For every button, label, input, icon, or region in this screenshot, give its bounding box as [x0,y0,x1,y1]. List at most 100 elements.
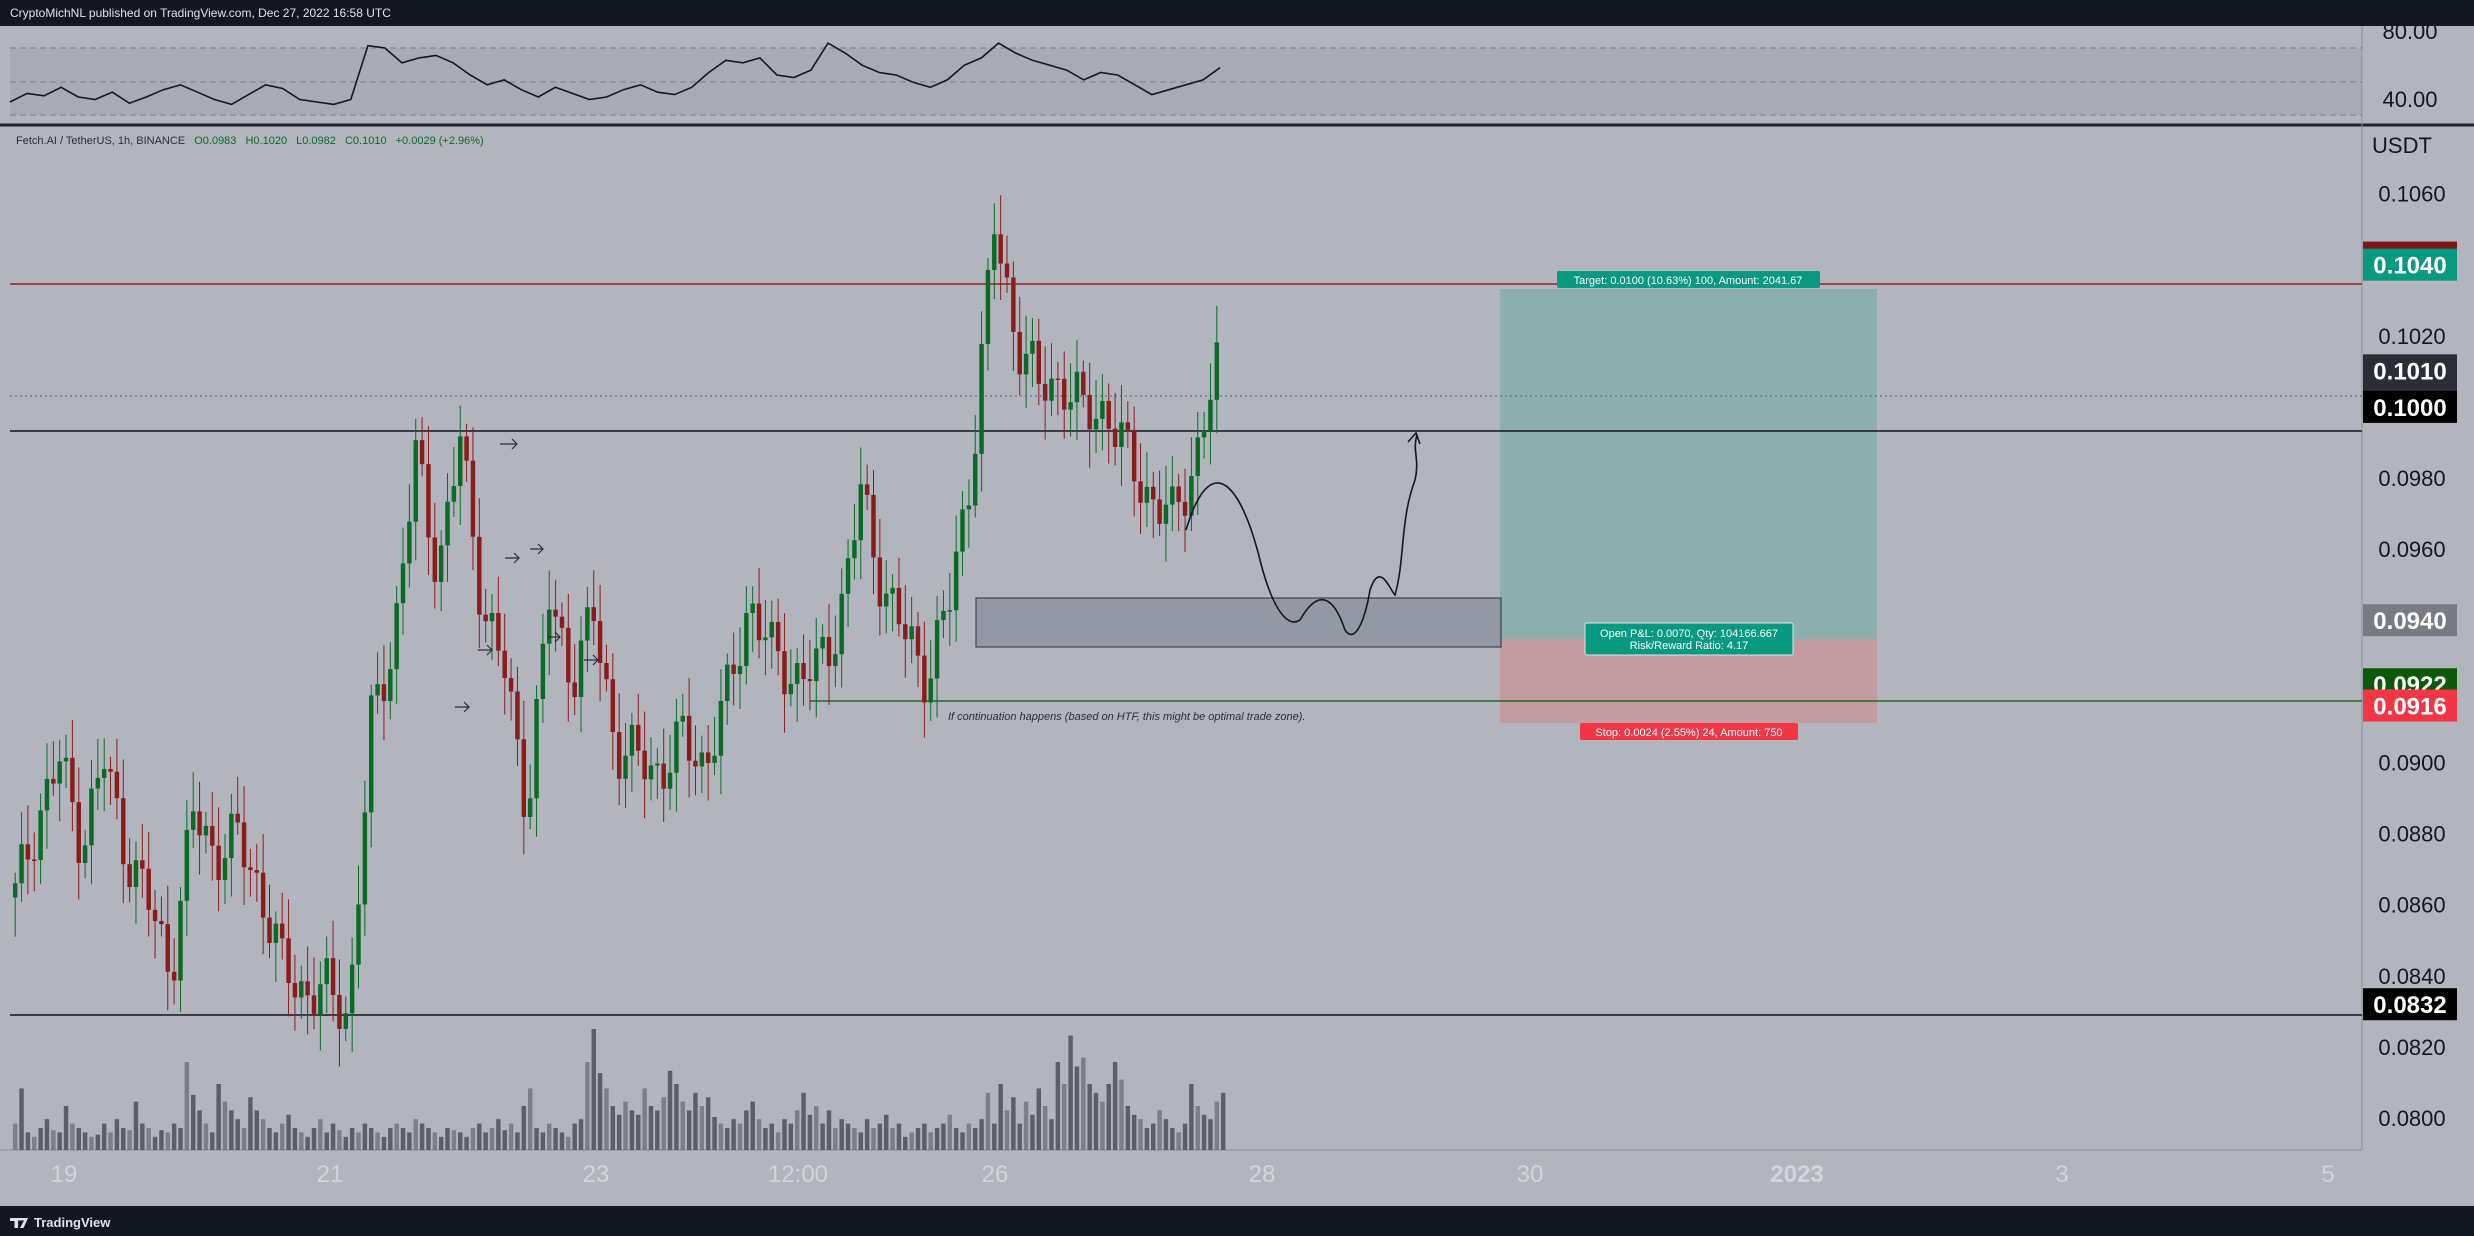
candle-body [1214,342,1220,400]
volume-bar [693,1092,698,1150]
candle-body [616,732,622,779]
candle-body [496,612,501,651]
candle-body [521,739,527,817]
candle-body [267,917,272,943]
volume-bar [1170,1128,1175,1150]
volume-bar [496,1119,501,1150]
candle-body [178,900,183,981]
volume-bar [362,1123,368,1150]
candle-body [852,540,857,559]
annotation-text: If continuation happens (based on HTF, t… [948,711,1306,723]
candle-body [585,607,590,641]
candle-body [915,626,921,656]
volume-bar [1049,1119,1054,1150]
candle-body [165,924,170,972]
volume-bar [140,1123,145,1150]
volume-bar [178,1128,183,1150]
entry-label-line1: Open P&L: 0.0070, Qty: 104166.667 [1600,628,1778,640]
candle-body [210,825,215,846]
candle-body [820,636,825,649]
volume-bar [1093,1092,1099,1150]
candle-body [286,938,291,984]
candle-body [489,612,495,622]
volume-bar [775,1132,781,1150]
volume-bar [1030,1114,1035,1150]
volume-bar [25,1132,31,1150]
candle-body [260,872,266,918]
candle-body [1049,378,1054,401]
volume-bar [712,1117,717,1150]
candle-body [566,627,571,683]
volume-bar [337,1130,342,1150]
target-zone[interactable] [1500,289,1877,639]
volume-bar [801,1092,806,1150]
candle-body [121,798,126,865]
candle-body [483,614,488,622]
candle-body [63,757,69,762]
candle-body [426,464,431,538]
volume-bar [254,1110,260,1150]
volume-bar [845,1123,851,1150]
candle-body [674,721,679,773]
volume-bar [515,1132,520,1150]
candle-body [1081,371,1086,395]
volume-bar [1201,1114,1207,1150]
volume-bar [909,1132,914,1150]
candle-body [934,620,940,679]
volume-bar [566,1136,571,1150]
candle-body [591,607,596,622]
price-level-label: 0.0940 [2373,608,2446,635]
candle-body [305,981,310,996]
volume-bar [165,1132,170,1150]
volume-bar [636,1114,641,1150]
candle-body [1074,371,1080,403]
volume-bar [1112,1062,1118,1150]
tradingview-logo[interactable]: TradingView [10,1215,110,1230]
candle-body [44,778,50,811]
volume-bar [483,1132,488,1150]
candle-body [470,460,476,537]
candle-body [858,484,864,541]
candle-body [1087,394,1092,430]
price-tick: 0.0860 [2378,893,2445,918]
price-pane-bg [0,126,2474,1206]
trade-zone-box[interactable] [975,597,1502,648]
candle-body [95,777,101,789]
volume-bar [273,1132,279,1150]
osc-tick-40: 40.00 [2382,87,2437,112]
candle-body [699,752,705,767]
volume-bar [101,1123,107,1150]
volume-bar [1176,1132,1181,1150]
candle-body [1100,400,1105,419]
candle-body [782,651,787,695]
volume-bar [394,1123,399,1150]
volume-bar [903,1136,908,1150]
volume-bar [197,1110,202,1150]
volume-bar [807,1114,813,1150]
volume-bar [1106,1084,1111,1150]
candle-body [896,587,902,625]
volume-bar [610,1106,616,1150]
volume-bar [674,1084,679,1150]
candle-body [1201,430,1207,438]
volume-bar [375,1132,380,1150]
volume-bar [979,1119,984,1150]
candle-body [375,684,380,696]
candle-body [445,501,450,546]
volume-bar [763,1128,768,1150]
volume-bar [299,1132,304,1150]
ohlc-low: L0.0982 [296,135,336,147]
candle-body [51,778,56,784]
candle-body [998,234,1003,264]
candle-body [133,860,139,888]
volume-bar [744,1110,749,1150]
candle-body [712,755,717,763]
price-tick: 0.0960 [2378,537,2445,562]
candle-body [413,440,418,522]
volume-bar [737,1123,743,1150]
volume-bar [438,1136,444,1150]
candle-body [1030,340,1035,354]
candle-body [1151,486,1156,500]
volume-bar [1220,1092,1226,1150]
